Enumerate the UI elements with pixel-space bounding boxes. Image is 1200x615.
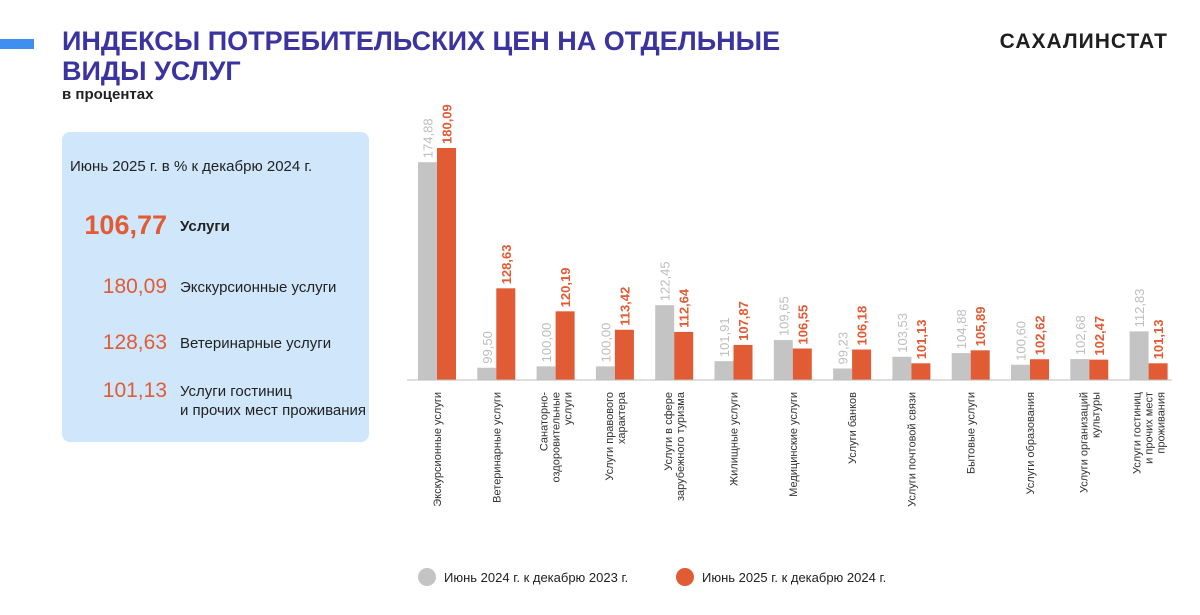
category-label: и прочих мест (1144, 392, 1156, 464)
data-label: 180,09 (440, 104, 455, 144)
data-label: 102,62 (1033, 315, 1048, 355)
bar-2025 (1030, 359, 1049, 380)
bar-2024 (655, 305, 675, 380)
summary-label: Ветеринарные услуги (180, 335, 332, 352)
summary-value: 101,13 (102, 379, 167, 402)
data-label: 105,89 (973, 307, 988, 347)
summary-panel: Июнь 2025 г. в % к декабрю 2024 г. 106,7… (62, 132, 369, 442)
bar-2024 (833, 368, 853, 380)
summary-label-line: Услуги гостиниц (180, 383, 292, 400)
data-label: 101,13 (1151, 320, 1166, 360)
category-label: оздоровительные (551, 392, 563, 482)
category-label: Услуги правового (604, 392, 616, 481)
category-label: услуги (563, 392, 575, 425)
data-label: 100,00 (539, 323, 554, 363)
category-label: Услуги банков (847, 392, 859, 464)
category-label: Услуги почтовой связи (906, 392, 918, 507)
bar-2024 (951, 353, 971, 380)
data-label: 106,18 (855, 306, 870, 346)
data-label: 104,88 (954, 309, 969, 349)
bar-2025 (852, 349, 872, 380)
bar-2025 (437, 148, 456, 380)
bar-2025 (1148, 363, 1168, 380)
summary-value: 106,77 (84, 210, 167, 240)
summary-value: 180,09 (102, 275, 167, 298)
data-label: 112,64 (677, 288, 692, 328)
category-label: Экскурсионные услуги (432, 392, 444, 507)
category-label: культуры (1090, 392, 1102, 438)
legend-swatch-grey (418, 568, 436, 586)
data-label: 106,55 (795, 305, 810, 345)
bar-2025 (1089, 359, 1109, 380)
legend-swatch-orange (676, 568, 694, 586)
category-label: проживания (1156, 392, 1168, 454)
bar-2025 (555, 311, 575, 380)
category-label: характера (616, 391, 628, 444)
summary-label: Экскурсионные услуги (180, 279, 337, 296)
data-label: 99,50 (480, 331, 495, 364)
data-label: 113,42 (617, 287, 632, 326)
category-label: Услуги организаций (1078, 392, 1090, 493)
data-label: 99,23 (836, 332, 851, 365)
bar-2024 (892, 356, 912, 380)
category-label: Бытовые услуги (966, 392, 978, 474)
bar-2024 (714, 361, 734, 380)
bar-2025 (614, 329, 634, 380)
data-label: 101,91 (717, 317, 732, 357)
bar-2025 (792, 348, 812, 380)
category-label: Услуги образования (1025, 392, 1037, 495)
category-label: Ветеринарные услуги (491, 392, 503, 503)
category-label: Услуги гостиниц (1132, 391, 1144, 474)
page-title: ИНДЕКСЫ ПОТРЕБИТЕЛЬСКИХ ЦЕН НА ОТДЕЛЬНЫЕ… (62, 26, 781, 86)
category-label: Медицинские услуги (788, 392, 800, 497)
summary-label: Услуги (180, 218, 230, 235)
org-logo: САХАЛИНСТАТ (999, 30, 1168, 53)
bar-2025 (496, 288, 516, 380)
data-label: 101,13 (914, 320, 929, 360)
bar-2024 (1070, 359, 1090, 380)
summary-label: Услуги гостиниц и прочих мест проживания (180, 382, 366, 420)
bar-2024 (1011, 364, 1030, 380)
data-label: 122,45 (658, 261, 673, 301)
category-label: Санаторно- (539, 392, 551, 451)
bar-2025 (733, 344, 753, 380)
bar-2024 (418, 162, 437, 380)
bar-2024 (773, 340, 793, 380)
bar-2024 (595, 366, 615, 380)
data-label: 100,60 (1014, 321, 1029, 361)
bar-2025 (674, 331, 694, 380)
accent-bar (0, 39, 34, 49)
data-label: 100,00 (598, 323, 613, 363)
bar-2024 (1129, 331, 1149, 380)
data-label: 120,19 (558, 268, 573, 308)
data-label: 103,53 (895, 313, 910, 353)
legend-label: Июнь 2024 г. к декабрю 2023 г. (444, 570, 629, 585)
summary-value: 128,63 (102, 331, 167, 354)
page-subtitle: в процентах (62, 86, 154, 103)
bar-2024 (477, 367, 497, 380)
category-label: Жилищные услуги (729, 392, 741, 486)
category-label: зарубежного туризма (675, 391, 687, 501)
bar-2025 (911, 363, 931, 380)
category-label: Услуги в сфере (663, 392, 675, 471)
bar-2024 (536, 366, 556, 380)
data-label: 174,88 (421, 118, 436, 158)
summary-heading: Июнь 2025 г. в % к декабрю 2024 г. (70, 158, 313, 175)
data-label: 109,65 (776, 296, 791, 336)
data-label: 107,87 (736, 301, 751, 341)
summary-label-line: и прочих мест проживания (180, 402, 367, 419)
data-label: 102,68 (1073, 315, 1088, 355)
data-label: 102,47 (1092, 316, 1107, 356)
legend-label: Июнь 2025 г. к декабрю 2024 г. (702, 570, 887, 585)
data-label: 128,63 (499, 245, 514, 285)
data-label: 112,83 (1132, 289, 1147, 328)
bar-2025 (970, 350, 990, 380)
